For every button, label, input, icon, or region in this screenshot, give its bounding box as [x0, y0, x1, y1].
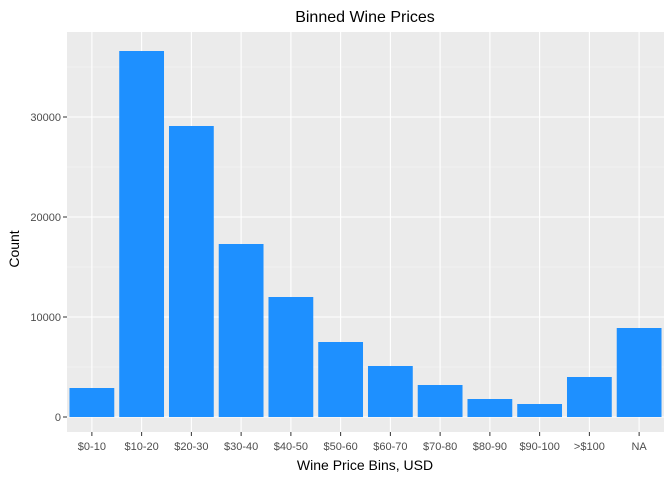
x-tick-label: NA [631, 441, 647, 453]
bar [367, 366, 413, 417]
x-tick-label: $50-60 [323, 441, 357, 453]
x-tick-label: $0-10 [78, 441, 106, 453]
bar [517, 404, 563, 417]
y-tick-label: 10000 [30, 312, 61, 324]
minor-gridlines [67, 66, 664, 368]
y-tick-label: 30000 [30, 112, 61, 124]
bars [69, 51, 662, 417]
y-tick-label: 0 [55, 412, 61, 424]
x-tick-label: $10-20 [124, 441, 158, 453]
bar [417, 385, 463, 417]
bar [69, 388, 115, 417]
x-tick-label: $20-30 [174, 441, 208, 453]
x-tick-label: $90-100 [519, 441, 559, 453]
plot-panel [67, 32, 664, 432]
bar [616, 328, 662, 417]
x-tick-label: $40-50 [274, 441, 308, 453]
x-tick-label: $80-90 [473, 441, 507, 453]
bar [318, 342, 364, 417]
bar [566, 377, 612, 417]
y-tick-label: 20000 [30, 212, 61, 224]
x-tick-label: $30-40 [224, 441, 258, 453]
bar [218, 244, 264, 417]
x-axis: $0-10 $10-20 $20-30 $30-40 $40-50 $50-60 $60-7… [78, 432, 647, 453]
x-tick-label: >$100 [574, 441, 605, 453]
x-tick-label: $60-70 [373, 441, 407, 453]
y-axis-title: Count [6, 230, 22, 267]
x-tick-label: $70-80 [423, 441, 457, 453]
chart-title: Binned Wine Prices [295, 9, 435, 26]
bar [467, 399, 513, 417]
bar [268, 297, 314, 417]
x-axis-title: Wine Price Bins, USD [297, 457, 433, 473]
bar [119, 51, 165, 417]
y-axis: 0 10000 20000 30000 [30, 112, 67, 424]
bar [168, 126, 214, 417]
